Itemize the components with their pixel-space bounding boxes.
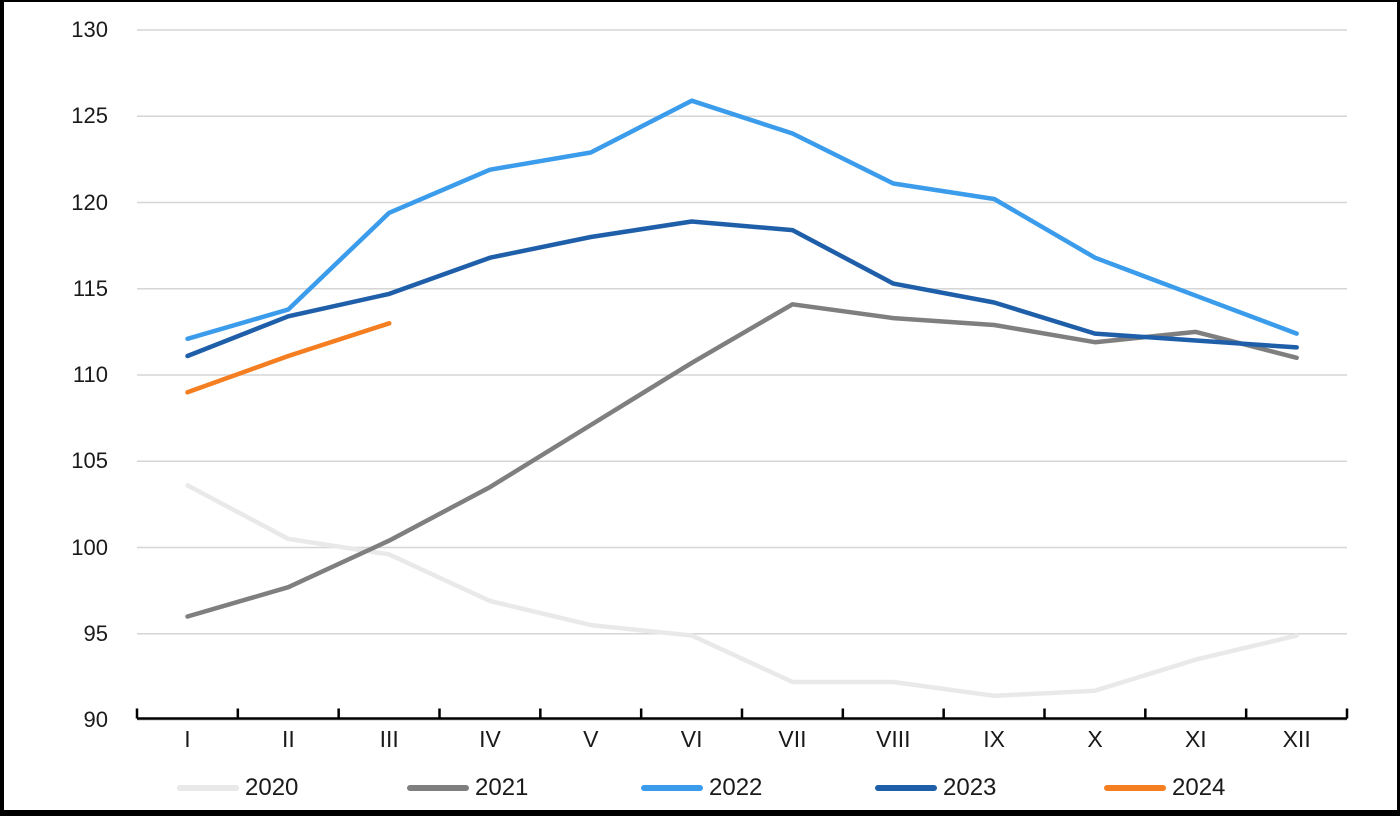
x-tick-label-X: X — [1087, 726, 1103, 752]
legend-swatch-2021 — [407, 785, 469, 791]
legend-label-2024: 2024 — [1172, 774, 1226, 801]
line-chart-canvas — [135, 29, 1349, 721]
legend-label-2020: 2020 — [245, 774, 299, 801]
x-tick-label-XII: XII — [1282, 726, 1311, 752]
y-tick-label-105: 105 — [71, 448, 108, 474]
legend-item-2024: 2024 — [1104, 773, 1225, 803]
legend-item-2020: 2020 — [177, 773, 298, 803]
y-tick-label-110: 110 — [72, 362, 108, 387]
series-line-2023 — [185, 219, 1299, 359]
legend-item-2022: 2022 — [641, 773, 762, 803]
legend-swatch-2023 — [875, 785, 937, 791]
y-tick-label-120: 120 — [71, 189, 108, 215]
legend-label-2021: 2021 — [475, 774, 529, 801]
legend-swatch-2024 — [1104, 785, 1166, 791]
y-tick-label-125: 125 — [71, 103, 108, 129]
x-tick-label-VI: VI — [680, 726, 703, 752]
y-tick-label-100: 100 — [71, 534, 108, 560]
x-tick-label-III: III — [379, 726, 399, 752]
x-tick-label-IX: IX — [983, 726, 1006, 752]
x-tick-label-XI: XI — [1184, 726, 1207, 752]
legend-item-2023: 2023 — [875, 773, 996, 803]
x-tick-label-VII: VII — [778, 726, 807, 752]
series-line-2021 — [185, 302, 1299, 619]
legend-swatch-2022 — [641, 785, 703, 791]
y-tick-label-130: 130 — [71, 17, 108, 42]
x-tick-label-II: II — [281, 726, 295, 752]
y-tick-label-95: 95 — [83, 620, 108, 646]
legend-swatch-2020 — [177, 785, 239, 791]
legend-label-2023: 2023 — [943, 774, 997, 801]
legend-label-2022: 2022 — [709, 774, 763, 801]
series-line-2020 — [185, 483, 1299, 699]
y-tick-label-115: 115 — [72, 275, 108, 301]
x-tick-label-IV: IV — [479, 726, 501, 752]
legend-item-2021: 2021 — [407, 773, 528, 803]
series-line-2024 — [185, 321, 392, 395]
y-tick-label-90: 90 — [83, 707, 108, 732]
series-line-2022 — [185, 98, 1299, 342]
x-tick-label-I: I — [184, 726, 191, 752]
x-tick-label-VIII: VIII — [876, 726, 911, 752]
x-tick-label-V: V — [583, 726, 599, 752]
